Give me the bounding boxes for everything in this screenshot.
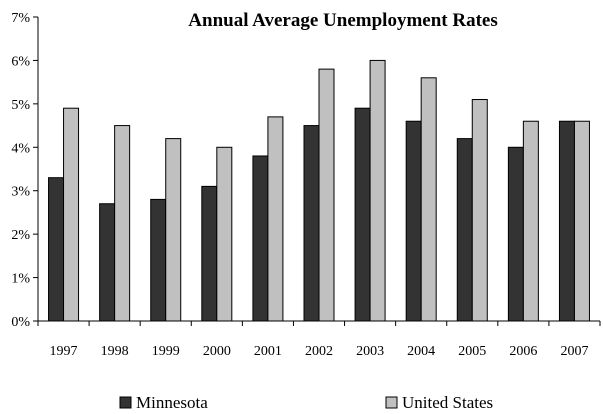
bars xyxy=(48,59,590,322)
x-tick-label: 2007 xyxy=(560,344,588,359)
x-tick-label: 2005 xyxy=(458,344,486,359)
legend-label-united-states: United States xyxy=(402,393,493,412)
bar-minnesota-1997 xyxy=(48,177,65,322)
legend-swatch-minnesota xyxy=(119,396,132,409)
y-tick-label: 2% xyxy=(11,228,30,243)
x-tick-label: 1998 xyxy=(101,344,129,359)
legend: Minnesota United States xyxy=(119,393,493,412)
bar-minnesota-2006 xyxy=(507,146,524,322)
bar-minnesota-1998 xyxy=(99,203,116,322)
bar-minnesota-2004 xyxy=(405,120,422,322)
bar-minnesota-1999 xyxy=(150,198,167,322)
bar-minnesota-2002 xyxy=(303,125,320,322)
legend-swatch-united-states xyxy=(385,396,398,409)
x-tick-label: 2003 xyxy=(356,344,384,359)
bar-minnesota-2003 xyxy=(354,107,371,322)
axes xyxy=(33,16,601,326)
bar-united-states-2007 xyxy=(573,120,590,322)
bar-united-states-2006 xyxy=(522,120,539,322)
bar-united-states-2003 xyxy=(369,59,386,322)
x-tick-label: 1999 xyxy=(152,344,180,359)
x-tick-label: 2002 xyxy=(305,344,333,359)
bar-minnesota-2005 xyxy=(456,138,473,322)
y-tick-label: 7% xyxy=(11,11,30,26)
bar-united-states-2005 xyxy=(471,99,488,322)
x-tick-label: 2004 xyxy=(407,344,435,359)
y-tick-label: 4% xyxy=(11,141,30,156)
x-tick-label: 2006 xyxy=(509,344,537,359)
x-tick-label: 2000 xyxy=(203,344,231,359)
y-tick-label: 0% xyxy=(11,315,30,330)
x-tick-label: 2001 xyxy=(254,344,282,359)
bar-united-states-2002 xyxy=(318,68,335,322)
y-tick-label: 5% xyxy=(11,98,30,113)
y-tick-label: 3% xyxy=(11,185,30,200)
legend-label-minnesota: Minnesota xyxy=(136,393,208,412)
x-tick-label: 1997 xyxy=(50,344,78,359)
bar-minnesota-2007 xyxy=(558,120,575,322)
y-tick-labels: 0% 1% 2% 3% 4% 5% 6% 7% xyxy=(11,11,30,330)
bar-united-states-2001 xyxy=(267,116,284,322)
x-tick-labels: 1997 1998 1999 2000 2001 2002 2003 2004 2005 2006… xyxy=(50,344,589,359)
bar-united-states-2004 xyxy=(420,77,437,322)
y-tick-label: 6% xyxy=(11,54,30,69)
y-tick-label: 1% xyxy=(11,272,30,287)
bar-united-states-1997 xyxy=(63,107,80,322)
bar-united-states-1998 xyxy=(114,125,131,322)
chart-title: Annual Average Unemployment Rates xyxy=(188,10,497,31)
bar-minnesota-2000 xyxy=(201,185,218,322)
bar-minnesota-2001 xyxy=(252,155,269,322)
bar-united-states-2000 xyxy=(216,146,233,322)
bar-united-states-1999 xyxy=(165,138,182,322)
